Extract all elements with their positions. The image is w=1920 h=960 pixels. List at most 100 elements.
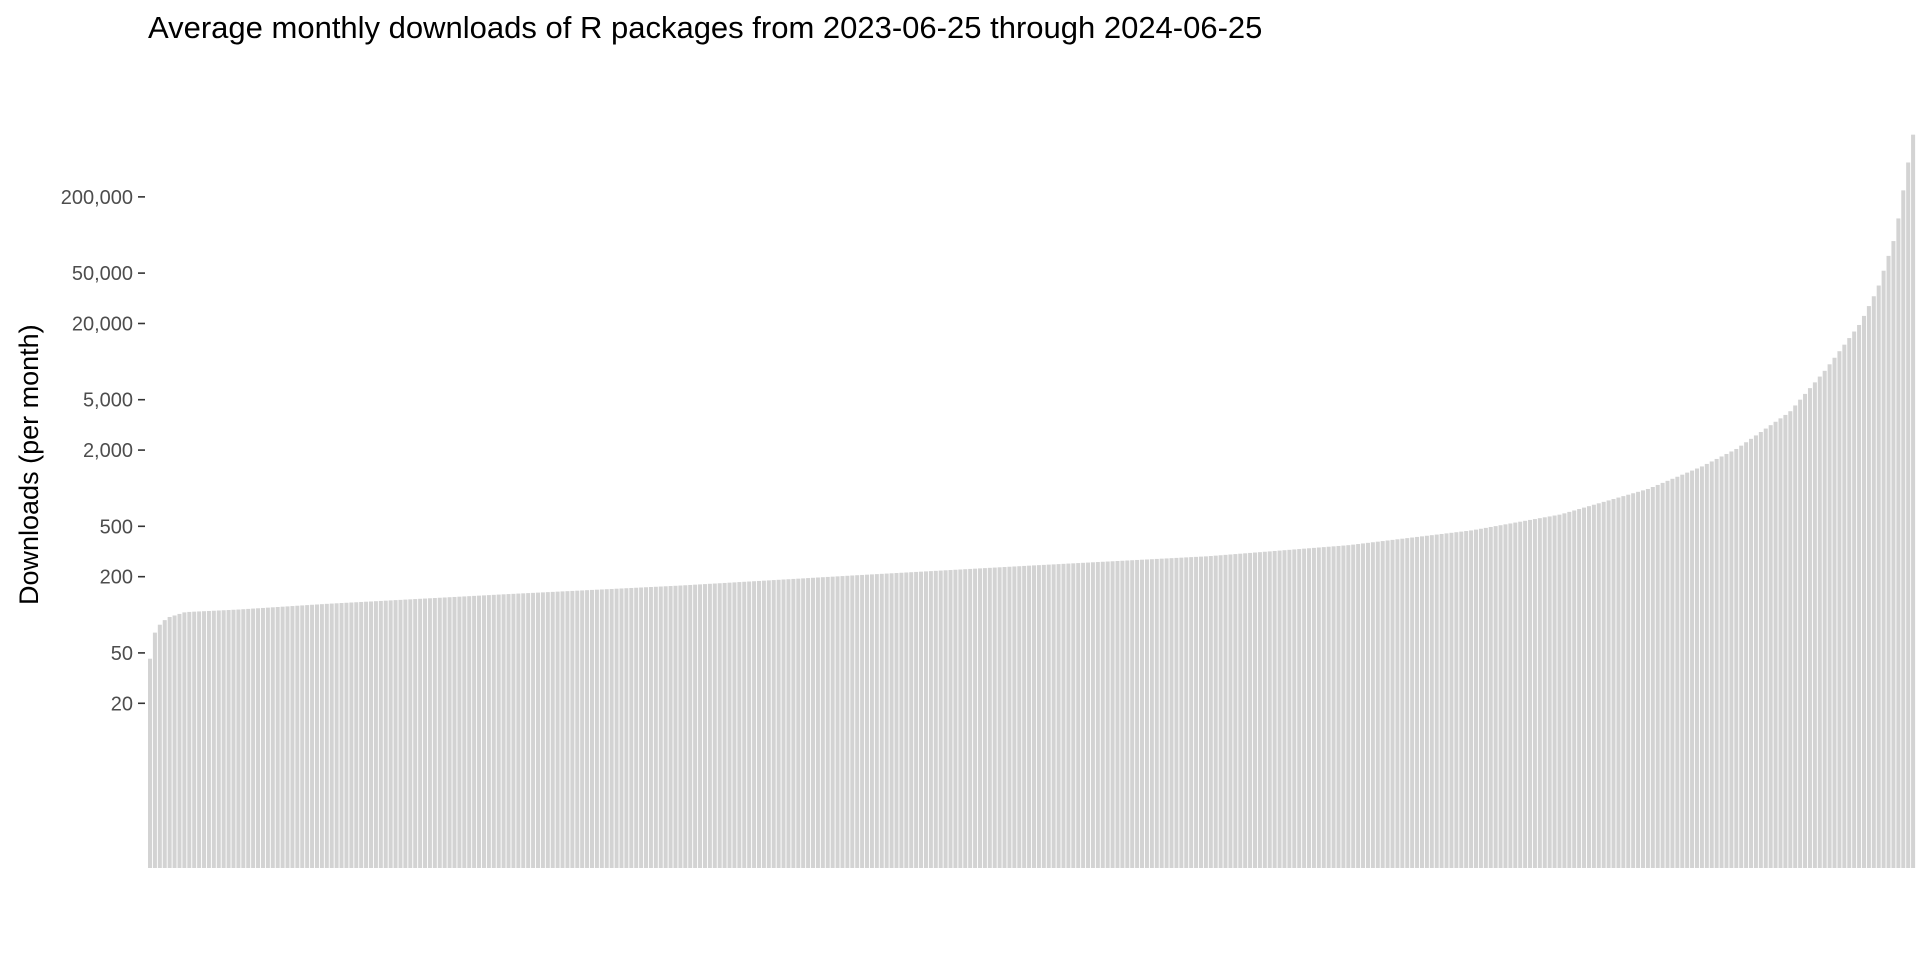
bar (855, 575, 860, 868)
bar (987, 567, 992, 868)
bar (1803, 393, 1808, 868)
bar (1464, 531, 1469, 868)
bar (693, 584, 698, 868)
bar (776, 579, 781, 868)
bar (1262, 551, 1267, 868)
bar (580, 590, 585, 868)
bar (472, 595, 477, 868)
bar (909, 572, 914, 868)
bar (491, 594, 496, 868)
bar (919, 571, 924, 868)
bar (260, 607, 265, 868)
bar (1852, 331, 1857, 868)
bar (477, 595, 482, 868)
bar (653, 586, 658, 868)
bar (585, 590, 590, 868)
y-tick-label: 20,000 (72, 313, 133, 335)
bar (1022, 565, 1027, 868)
bar (275, 607, 280, 868)
bar (1547, 516, 1552, 868)
bar (1842, 344, 1847, 868)
bar (958, 569, 963, 868)
bar (1267, 551, 1272, 868)
bar (1415, 536, 1420, 868)
bar (1095, 562, 1100, 868)
bar (1631, 493, 1636, 868)
bar (1110, 561, 1115, 868)
bar (516, 593, 521, 868)
bar (442, 597, 447, 868)
bar (148, 658, 153, 868)
bar (256, 608, 261, 868)
bar (1469, 530, 1474, 868)
bar (1680, 474, 1685, 868)
bar (1773, 421, 1778, 868)
bar (1645, 488, 1650, 868)
bar (344, 602, 349, 868)
bar (575, 590, 580, 868)
bar (1287, 549, 1292, 868)
bar (570, 590, 575, 868)
bar (1056, 564, 1061, 868)
bar (535, 592, 540, 868)
bar (1749, 438, 1754, 868)
bar (1744, 442, 1749, 868)
bar (1675, 476, 1680, 868)
bar (1729, 451, 1734, 868)
bar (496, 594, 501, 868)
bar (968, 568, 973, 868)
bar (246, 608, 251, 868)
bar (727, 582, 732, 868)
bar (752, 581, 757, 868)
bar (1783, 414, 1788, 868)
bar (462, 596, 467, 868)
bar (943, 570, 948, 868)
bar (202, 611, 207, 868)
bar (1498, 525, 1503, 868)
bar (850, 575, 855, 868)
bar (869, 574, 874, 868)
bar (1493, 526, 1498, 868)
bar (1552, 515, 1557, 868)
bar (1410, 537, 1415, 868)
bar (452, 596, 457, 868)
bar (594, 589, 599, 868)
bar (206, 610, 211, 868)
bar (1390, 539, 1395, 868)
bar (1115, 561, 1120, 868)
bar (1007, 566, 1012, 868)
bar (997, 567, 1002, 868)
bar (604, 589, 609, 868)
bar (953, 569, 958, 868)
bar (226, 610, 231, 868)
bar (550, 591, 555, 868)
bar (172, 615, 177, 868)
bar (1321, 547, 1326, 868)
bar (270, 607, 275, 868)
bar (1002, 567, 1007, 868)
bar (791, 578, 796, 868)
bar (162, 620, 167, 868)
bar (1223, 554, 1228, 868)
bar (388, 600, 393, 868)
bar (889, 573, 894, 868)
bar (619, 588, 624, 868)
bar (1542, 517, 1547, 868)
bar (290, 606, 295, 868)
y-axis: 20 50 200 500 2,000 5,000 20,000 50,000 200,000 (61, 187, 145, 715)
bar (467, 596, 472, 868)
bar (609, 588, 614, 868)
bar (1282, 550, 1287, 868)
bar (192, 611, 197, 868)
bars-group (148, 134, 1916, 869)
bar (766, 580, 771, 868)
bar (1361, 543, 1366, 868)
bar (1626, 494, 1631, 868)
bar (1788, 411, 1793, 868)
bar (152, 632, 157, 868)
bar (914, 571, 919, 868)
bar (702, 584, 707, 868)
bar (698, 584, 703, 868)
bar (393, 600, 398, 868)
